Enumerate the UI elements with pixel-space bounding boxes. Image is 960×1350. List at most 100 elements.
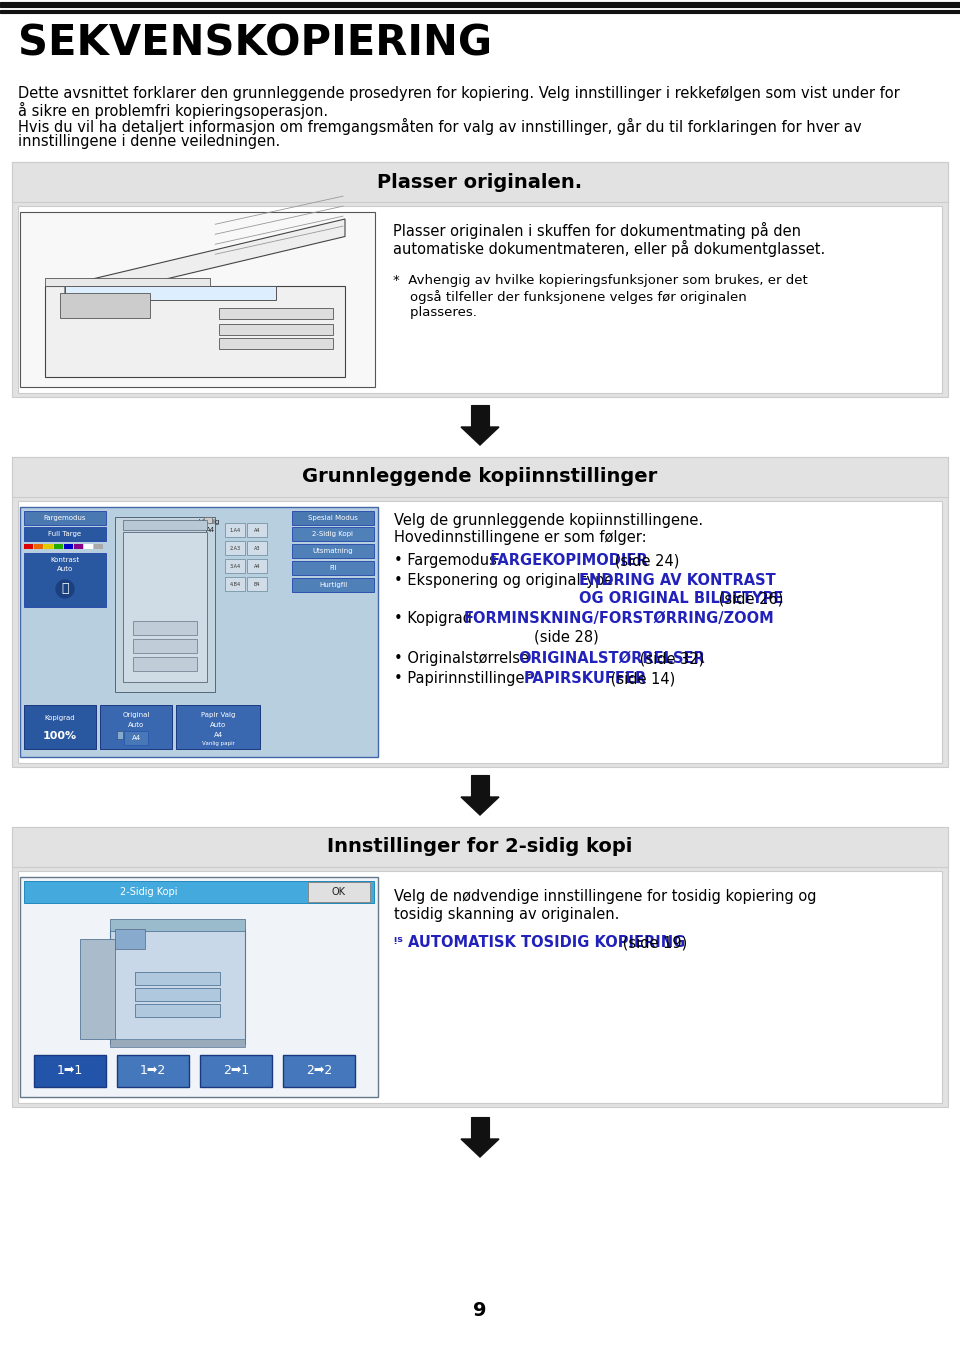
Text: FORMINSKNING/FORSTØRRING/ZOOM: FORMINSKNING/FORSTØRRING/ZOOM	[464, 612, 775, 626]
Bar	[18, 871, 942, 1103]
Bar	[18, 207, 942, 393]
Text: • Originalstørrelse: • Originalstørrelse	[394, 651, 534, 666]
Text: • Papirinnstillinger: • Papirinnstillinger	[394, 671, 536, 686]
Bar	[60, 293, 150, 319]
Text: ᵎˢ AUTOMATISK TOSIDIG KOPIERING: ᵎˢ AUTOMATISK TOSIDIG KOPIERING	[394, 936, 685, 950]
Bar	[123, 520, 207, 531]
Text: 4.B4: 4.B4	[229, 582, 241, 586]
Text: 1➡1: 1➡1	[57, 1065, 84, 1077]
Bar	[219, 308, 333, 319]
Text: 2➡1: 2➡1	[223, 1065, 250, 1077]
Text: Kopigrad: Kopigrad	[45, 716, 75, 721]
Bar	[292, 544, 374, 558]
Text: OG ORIGINAL BILDETYPE: OG ORIGINAL BILDETYPE	[579, 591, 783, 606]
Text: Spesial Modus: Spesial Modus	[308, 514, 358, 521]
Bar	[135, 972, 220, 986]
Text: Hurtigfil: Hurtigfil	[319, 582, 348, 589]
Bar	[292, 512, 374, 525]
Text: Grunnleggende kopiinnstillinger: Grunnleggende kopiinnstillinger	[302, 467, 658, 486]
Bar	[44, 544, 53, 549]
Text: (side 32): (side 32)	[635, 651, 705, 666]
Text: A4: A4	[132, 734, 140, 741]
Text: • Fargemodus: • Fargemodus	[394, 554, 501, 568]
Bar	[12, 458, 948, 497]
Bar	[45, 285, 345, 377]
Text: 2-Sidig Kopi: 2-Sidig Kopi	[313, 531, 353, 537]
Bar	[135, 1004, 220, 1017]
Text: Hovedinnstillingene er som følger:: Hovedinnstillingene er som følger:	[394, 531, 647, 545]
Polygon shape	[65, 219, 345, 302]
Text: 2.A3: 2.A3	[229, 545, 241, 551]
Bar	[471, 405, 489, 427]
Text: innstillingene i denne veiledningen.: innstillingene i denne veiledningen.	[18, 134, 280, 148]
Bar	[200, 1054, 272, 1087]
Bar	[123, 532, 207, 682]
Text: Hvis du vil ha detaljert informasjon om fremgangsmåten for valg av innstillinger: Hvis du vil ha detaljert informasjon om …	[18, 117, 862, 135]
Text: Velg de nødvendige innstillingene for tosidig kopiering og: Velg de nødvendige innstillingene for to…	[394, 890, 817, 905]
Bar	[133, 621, 197, 634]
Bar	[34, 544, 43, 549]
Text: • Kopigrad: • Kopigrad	[394, 612, 476, 626]
Bar	[80, 940, 115, 1040]
Bar	[292, 526, 374, 541]
Bar	[225, 522, 245, 537]
Bar	[100, 705, 172, 749]
Bar	[247, 576, 267, 591]
Bar	[204, 517, 212, 522]
Text: å sikre en problemfri kopieringsoperasjon.: å sikre en problemfri kopieringsoperasjo…	[18, 103, 328, 119]
Text: 1➡2: 1➡2	[140, 1065, 166, 1077]
Bar	[471, 775, 489, 796]
Bar	[20, 212, 375, 387]
Bar	[12, 458, 948, 767]
Bar	[117, 730, 123, 738]
Text: Fil: Fil	[329, 566, 337, 571]
Text: A4: A4	[253, 563, 260, 568]
Bar	[135, 988, 220, 1000]
Polygon shape	[461, 1139, 499, 1157]
Text: Kontrast: Kontrast	[51, 558, 80, 563]
Text: (side 14): (side 14)	[606, 671, 675, 686]
Text: tosidig skanning av originalen.: tosidig skanning av originalen.	[394, 907, 619, 922]
Text: 3.A4: 3.A4	[229, 563, 241, 568]
Bar	[110, 929, 245, 1044]
Text: 2➡2: 2➡2	[306, 1065, 332, 1077]
Text: B4: B4	[253, 582, 260, 586]
Text: ENDRING AV KONTRAST: ENDRING AV KONTRAST	[579, 572, 776, 589]
Text: A4: A4	[205, 526, 215, 533]
Text: Original: Original	[122, 711, 150, 718]
Text: A4: A4	[213, 732, 223, 738]
Text: Fargemodus: Fargemodus	[44, 514, 86, 521]
Bar	[283, 1054, 355, 1087]
Bar	[24, 512, 106, 525]
Bar	[74, 544, 83, 549]
Circle shape	[56, 580, 74, 598]
Text: Vanlig: Vanlig	[200, 518, 221, 525]
Text: SEKVENSKOPIERING: SEKVENSKOPIERING	[18, 22, 492, 63]
Text: 9: 9	[473, 1300, 487, 1319]
Polygon shape	[65, 285, 276, 300]
Text: Plasser originalen.: Plasser originalen.	[377, 173, 583, 192]
Bar	[110, 1040, 245, 1048]
Text: FARGEKOPIMODIER: FARGEKOPIMODIER	[490, 554, 649, 568]
Bar	[64, 544, 73, 549]
Bar	[247, 541, 267, 555]
Bar	[110, 919, 245, 931]
Text: Papir Valg: Papir Valg	[201, 711, 235, 718]
Text: (side 19): (side 19)	[617, 936, 686, 950]
Text: ORIGINALSTØRRELSER: ORIGINALSTØRRELSER	[518, 651, 705, 666]
Bar	[24, 882, 374, 903]
Bar	[292, 562, 374, 575]
Text: • Eksponering og originaltype: • Eksponering og originaltype	[394, 572, 618, 589]
Text: Velg de grunnleggende kopiinnstillingene.: Velg de grunnleggende kopiinnstillingene…	[394, 513, 703, 528]
Text: PAPIRSKUFFER: PAPIRSKUFFER	[524, 671, 647, 686]
Bar	[12, 162, 948, 202]
Bar	[225, 559, 245, 572]
Bar	[94, 544, 103, 549]
Bar	[115, 517, 215, 693]
Bar	[12, 828, 948, 1107]
Bar	[24, 554, 106, 608]
Bar	[292, 578, 374, 593]
Bar	[12, 828, 948, 867]
Text: Ⓢ: Ⓢ	[61, 582, 69, 595]
Text: plasseres.: plasseres.	[393, 306, 477, 319]
